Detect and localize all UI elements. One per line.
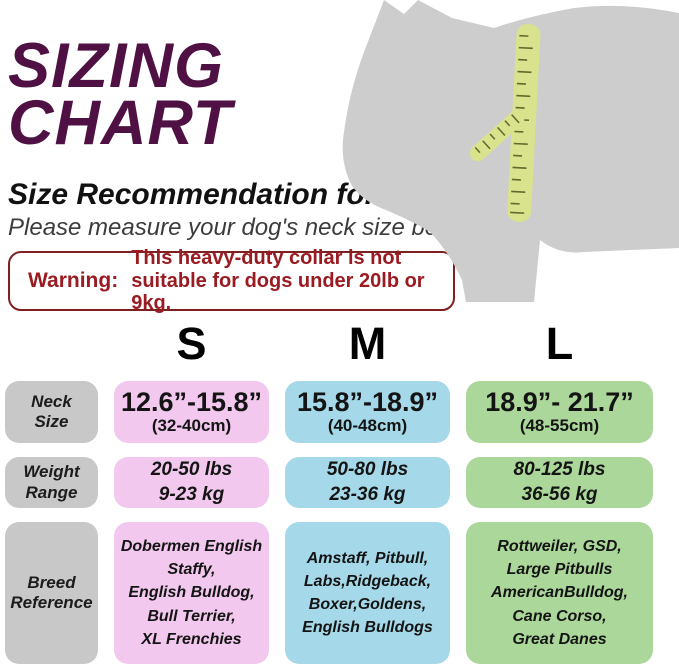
cell-weight-range-l: 80-125 lbs 36-56 kg (466, 457, 653, 508)
column-header-m: M (348, 317, 387, 369)
dog-silhouette-image (342, 0, 679, 302)
cell-breed-reference-m: Amstaff, Pitbull, Labs,Ridgeback, Boxer,… (285, 522, 450, 664)
breed-list-l: Rottweiler, GSD, Large Pitbulls American… (491, 538, 628, 648)
column-header-l: L (545, 317, 574, 369)
cell-neck-size-s: 12.6”-15.8” (32-40cm) (114, 381, 269, 443)
cell-breed-reference-s: Dobermen English Staffy, English Bulldog… (114, 522, 269, 664)
row-label-weight-range: Weight Range (5, 457, 98, 508)
row-label-breed-reference: Breed Reference (5, 522, 98, 664)
breed-list-m: Amstaff, Pitbull, Labs,Ridgeback, Boxer,… (302, 549, 433, 637)
cell-breed-reference-l: Rottweiler, GSD, Large Pitbulls American… (466, 522, 653, 664)
weight-range-s: 20-50 lbs 9-23 kg (150, 458, 233, 505)
page-title-line2: CHART (8, 88, 233, 158)
neck-size-s-inches: 12.6”-15.8” (120, 387, 263, 418)
neck-size-m-cm: (40-48cm) (327, 415, 408, 435)
warning-text: This heavy-duty collar is not suitable f… (131, 247, 425, 315)
neck-size-m-inches: 15.8”-18.9” (296, 387, 439, 418)
cell-weight-range-s: 20-50 lbs 9-23 kg (114, 457, 269, 508)
neck-size-s-cm: (32-40cm) (151, 415, 232, 435)
cell-neck-size-l: 18.9”- 21.7” (48-55cm) (466, 381, 653, 443)
column-header-s: S (176, 317, 207, 369)
warning-label: Warning: (28, 269, 119, 292)
warning-box: Warning: This heavy-duty collar is not s… (8, 247, 455, 314)
dog-illustration (334, 0, 679, 312)
neck-size-l-cm: (48-55cm) (519, 415, 600, 435)
measuring-tape-icon (469, 24, 541, 222)
cell-neck-size-m: 15.8”-18.9” (40-48cm) (285, 381, 450, 443)
size-table: S M L Neck Size 12.6”-15.8” (32-40cm) 15… (5, 317, 653, 664)
weight-range-m: 50-80 lbs 23-36 kg (326, 458, 409, 505)
row-label-text: Breed Reference (10, 572, 93, 612)
row-label-text: Neck Size (31, 391, 72, 431)
weight-range-l: 80-125 lbs 36-56 kg (513, 458, 606, 505)
cell-weight-range-m: 50-80 lbs 23-36 kg (285, 457, 450, 508)
page-title-line1: SIZING (8, 31, 225, 101)
row-label-text: Weight Range (23, 462, 80, 502)
page-title: SIZING CHART (8, 31, 233, 158)
row-label-neck-size: Neck Size (5, 381, 98, 443)
neck-size-l-inches: 18.9”- 21.7” (485, 387, 634, 418)
breed-list-s: Dobermen English Staffy, English Bulldog… (120, 538, 263, 648)
table-corner-spacer (5, 320, 98, 367)
